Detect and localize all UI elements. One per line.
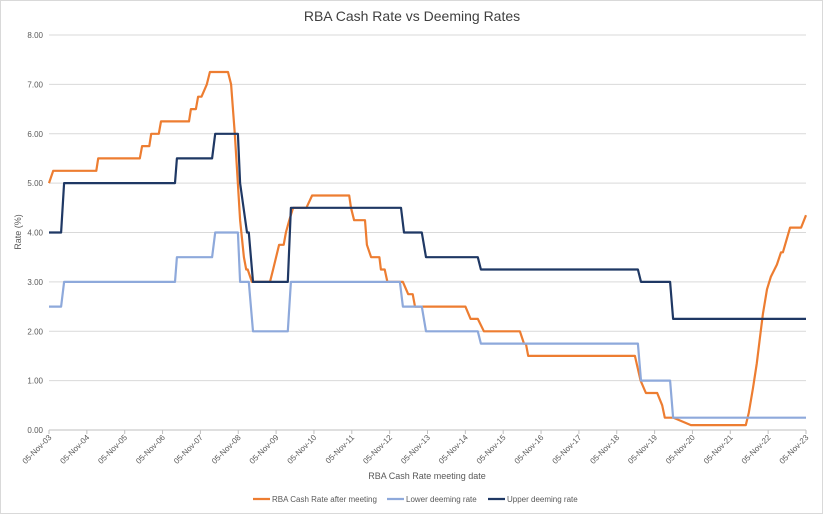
x-tick-label: 05-Nov-13 xyxy=(399,433,432,466)
x-tick-label: 05-Nov-14 xyxy=(437,433,470,466)
legend-label: Lower deeming rate xyxy=(406,495,477,504)
y-tick-label: 5.00 xyxy=(27,179,43,188)
x-tick-label: 05-Nov-12 xyxy=(361,433,394,466)
series-line-2 xyxy=(49,132,806,320)
series-line-0 xyxy=(47,70,808,427)
series-line-1 xyxy=(49,231,806,419)
x-tick-label: 05-Nov-08 xyxy=(210,433,243,466)
x-tick-label: 05-Nov-22 xyxy=(740,433,773,466)
x-tick-label: 05-Nov-04 xyxy=(58,433,91,466)
x-tick-label: 05-Nov-23 xyxy=(778,433,811,466)
y-axis-label: Rate (%) xyxy=(13,214,23,250)
legend-label: Upper deeming rate xyxy=(507,495,578,504)
x-tick-label: 05-Nov-09 xyxy=(248,433,281,466)
x-tick-label: 05-Nov-20 xyxy=(664,433,697,466)
x-tick-label: 05-Nov-07 xyxy=(172,433,205,466)
x-tick-label: 05-Nov-10 xyxy=(286,433,319,466)
x-tick-label: 05-Nov-06 xyxy=(134,433,167,466)
x-tick-label: 05-Nov-03 xyxy=(21,433,54,466)
x-axis-label: RBA Cash Rate meeting date xyxy=(368,471,486,481)
x-tick-label: 05-Nov-15 xyxy=(475,433,508,466)
x-tick-label: 05-Nov-05 xyxy=(96,433,129,466)
x-tick-label: 05-Nov-18 xyxy=(588,433,621,466)
y-tick-label: 8.00 xyxy=(27,31,43,40)
y-tick-label: 6.00 xyxy=(27,130,43,139)
y-tick-label: 7.00 xyxy=(27,80,43,89)
y-tick-label: 2.00 xyxy=(27,327,43,336)
x-tick-label: 05-Nov-21 xyxy=(702,433,735,466)
y-tick-label: 3.00 xyxy=(27,278,43,287)
x-tick-label: 05-Nov-16 xyxy=(513,433,546,466)
y-tick-label: 1.00 xyxy=(27,377,43,386)
x-tick-label: 05-Nov-11 xyxy=(324,433,357,466)
legend-label: RBA Cash Rate after meeting xyxy=(272,495,377,504)
y-tick-label: 4.00 xyxy=(27,229,43,238)
x-tick-label: 05-Nov-19 xyxy=(626,433,659,466)
chart-title: RBA Cash Rate vs Deeming Rates xyxy=(304,8,520,24)
x-tick-label: 05-Nov-17 xyxy=(551,433,584,466)
y-tick-label: 0.00 xyxy=(27,426,43,435)
